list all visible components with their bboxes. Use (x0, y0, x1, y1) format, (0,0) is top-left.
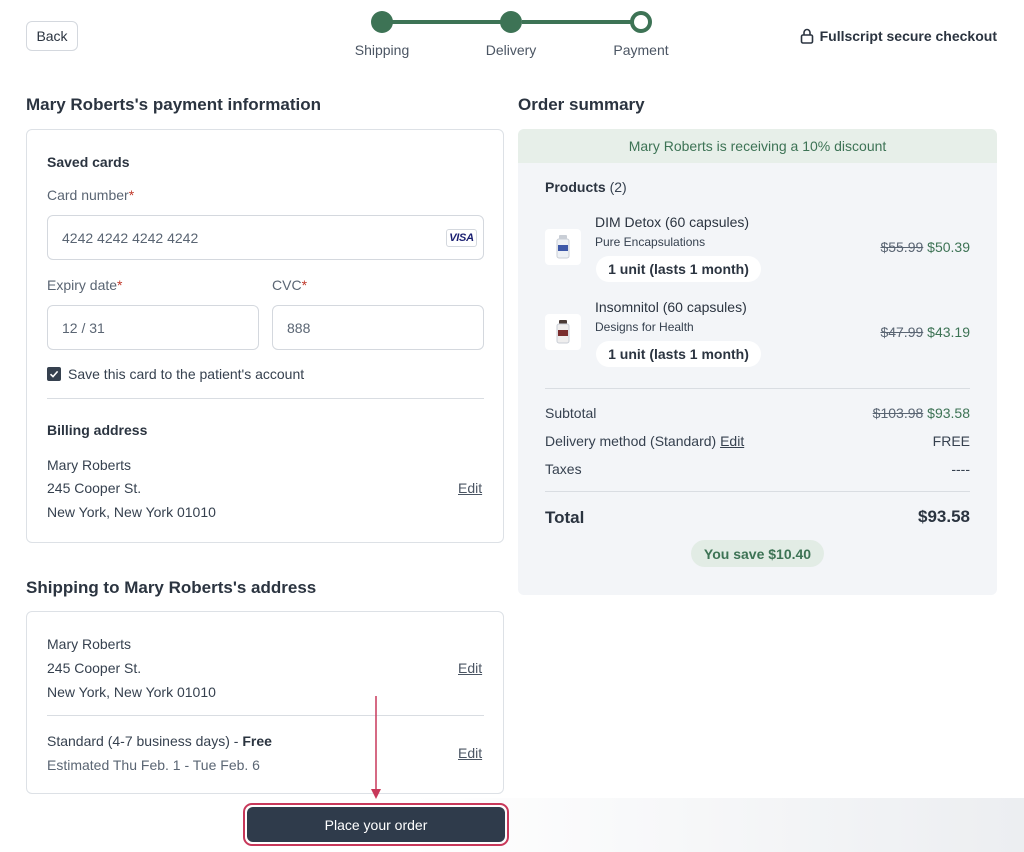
delivery-edit-link[interactable]: Edit (720, 433, 745, 449)
subtotal-label: Subtotal (545, 405, 597, 421)
summary-divider-2 (545, 491, 970, 492)
stepper-line-1 (392, 20, 510, 24)
cvc-input[interactable]: 888 (272, 305, 484, 350)
shipping-divider (47, 715, 484, 716)
bottle-icon (556, 320, 570, 344)
place-order-button[interactable]: Place your order (247, 807, 505, 842)
shipping-method: Standard (4-7 business days) - Free (47, 733, 272, 749)
expiry-value: 12 / 31 (62, 319, 105, 336)
product-unit-pill: 1 unit (lasts 1 month) (596, 341, 761, 367)
product-unit-pill: 1 unit (lasts 1 month) (596, 256, 761, 282)
stepper-line-2 (522, 20, 642, 24)
shipping-title: Shipping to Mary Roberts's address (26, 578, 317, 597)
annotation-arrow-icon (371, 696, 381, 799)
payment-divider (47, 398, 484, 399)
expiry-label: Expiry date* (47, 277, 123, 293)
secure-checkout-label: Fullscript secure checkout (819, 28, 997, 44)
cvc-label: CVC* (272, 277, 308, 293)
savings-badge: You save $10.40 (691, 540, 824, 567)
checkmark-icon (49, 370, 59, 378)
bottom-bar (0, 798, 1024, 852)
total-label: Total (545, 508, 585, 527)
summary-title: Order summary (518, 95, 645, 114)
secure-checkout: Fullscript secure checkout (800, 28, 997, 44)
shipping-name: Mary Roberts (47, 636, 132, 652)
product-name: Insomnitol (60 capsules) (595, 299, 747, 315)
delivery-value: FREE (932, 433, 970, 449)
place-order-highlight (243, 803, 509, 846)
step-label-delivery: Delivery (485, 42, 537, 58)
save-card-checkbox[interactable] (47, 367, 61, 381)
product-image-dim-detox (545, 229, 581, 265)
expiry-input[interactable]: 12 / 31 (47, 305, 259, 350)
saved-cards-label: Saved cards (47, 154, 130, 170)
summary-divider-1 (545, 388, 970, 389)
back-button[interactable]: Back (26, 21, 78, 51)
product-brand: Pure Encapsulations (595, 235, 706, 249)
shipping-city: New York, New York 01010 (47, 684, 216, 700)
product-price: $47.99 $43.19 (880, 324, 970, 340)
billing-name: Mary Roberts (47, 457, 132, 473)
save-card-label[interactable]: Save this card to the patient's account (68, 366, 305, 382)
shipping-estimate: Estimated Thu Feb. 1 - Tue Feb. 6 (47, 757, 260, 773)
product-name: DIM Detox (60 capsules) (595, 214, 750, 230)
subtotal-value: $103.98 $93.58 (872, 405, 970, 421)
step-label-payment: Payment (613, 42, 669, 58)
shipping-card: Mary Roberts 245 Cooper St. New York, Ne… (26, 611, 504, 794)
taxes-label: Taxes (545, 461, 582, 477)
step-dot-payment (630, 11, 652, 33)
billing-title: Billing address (47, 422, 148, 438)
bottle-icon (556, 235, 570, 259)
taxes-value: ---- (951, 461, 970, 477)
order-summary-panel: Mary Roberts is receiving a 10% discount… (518, 129, 997, 595)
total-value: $93.58 (918, 507, 970, 526)
shipping-edit-link[interactable]: Edit (458, 660, 483, 676)
card-number-input[interactable]: 4242 4242 4242 4242 VISA (47, 215, 484, 260)
method-edit-link[interactable]: Edit (458, 745, 483, 761)
delivery-method-label: Delivery method (Standard) Edit (545, 433, 745, 449)
discount-banner: Mary Roberts is receiving a 10% discount (518, 129, 997, 163)
products-heading: Products (2) (545, 179, 627, 195)
shipping-street: 245 Cooper St. (47, 660, 142, 676)
visa-card-icon: VISA (446, 229, 477, 247)
step-dot-delivery (500, 11, 522, 33)
payment-title: Mary Roberts's payment information (26, 95, 321, 114)
card-number-label: Card number* (47, 187, 135, 203)
billing-edit-link[interactable]: Edit (458, 480, 483, 496)
step-label-shipping: Shipping (354, 42, 410, 58)
lock-icon (800, 28, 813, 44)
billing-street: 245 Cooper St. (47, 480, 142, 496)
step-dot-shipping (371, 11, 393, 33)
payment-card: Saved cards Card number* 4242 4242 4242 … (26, 129, 504, 543)
checkout-stepper: Shipping Delivery Payment (340, 8, 680, 60)
cvc-value: 888 (287, 319, 311, 336)
product-brand: Designs for Health (595, 320, 694, 334)
card-number-value: 4242 4242 4242 4242 (62, 229, 199, 246)
billing-city: New York, New York 01010 (47, 504, 216, 520)
product-image-insomnitol (545, 314, 581, 350)
product-price: $55.99 $50.39 (880, 239, 970, 255)
